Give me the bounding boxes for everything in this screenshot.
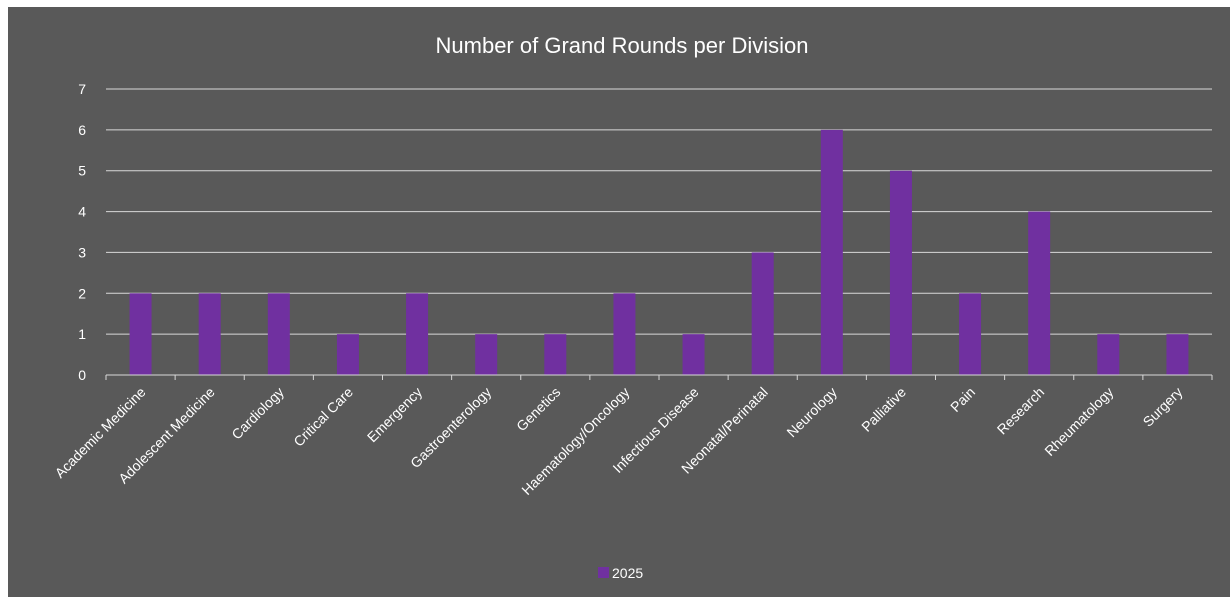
gridlines — [106, 88, 1212, 335]
bar-neonatal-perinatal — [751, 252, 774, 375]
legend-swatch-2025 — [598, 567, 609, 578]
bar-infectious-disease — [682, 334, 705, 375]
bar-critical-care — [336, 334, 359, 375]
y-tick-label: 0 — [78, 367, 86, 383]
bar-academic-medicine — [129, 293, 152, 375]
x-tick-label: Research — [994, 384, 1048, 438]
x-tick-label: Cardiology — [228, 384, 287, 443]
y-axis-ticks: 0 1 2 3 4 5 6 7 — [78, 81, 86, 383]
bar-neurology — [820, 129, 843, 375]
bar-haematology-oncology — [613, 293, 636, 375]
x-tick-label: Surgery — [1140, 384, 1186, 430]
bar-genetics — [544, 334, 567, 375]
bar-gastroenterology — [475, 334, 498, 375]
y-tick-label: 1 — [78, 326, 86, 342]
bar-rheumatology — [1097, 334, 1120, 375]
bar-palliative — [889, 170, 912, 375]
y-tick-label: 7 — [78, 81, 86, 97]
x-tick-label: Pain — [947, 384, 978, 415]
x-tick-label: Palliative — [858, 384, 909, 435]
x-tick-label: Critical Care — [290, 384, 356, 450]
y-tick-label: 3 — [78, 244, 86, 260]
bar-pain — [959, 293, 982, 375]
y-tick-label: 4 — [78, 204, 86, 220]
y-tick-label: 2 — [78, 285, 86, 301]
bars — [129, 129, 1189, 375]
bar-adolescent-medicine — [198, 293, 221, 375]
x-tick-label: Rheumatology — [1041, 384, 1116, 459]
legend: 2025 — [598, 565, 643, 581]
bar-surgery — [1166, 334, 1189, 375]
legend-label-2025: 2025 — [612, 565, 643, 581]
bar-research — [1028, 211, 1051, 375]
x-tick-label: Genetics — [513, 384, 563, 434]
bar-cardiology — [267, 293, 290, 375]
y-tick-label: 5 — [78, 163, 86, 179]
bar-emergency — [406, 293, 429, 375]
x-tick-label: Emergency — [364, 384, 425, 445]
chart-title: Number of Grand Rounds per Division — [436, 33, 809, 58]
y-tick-label: 6 — [78, 122, 86, 138]
x-tick-label: Neurology — [783, 384, 839, 440]
